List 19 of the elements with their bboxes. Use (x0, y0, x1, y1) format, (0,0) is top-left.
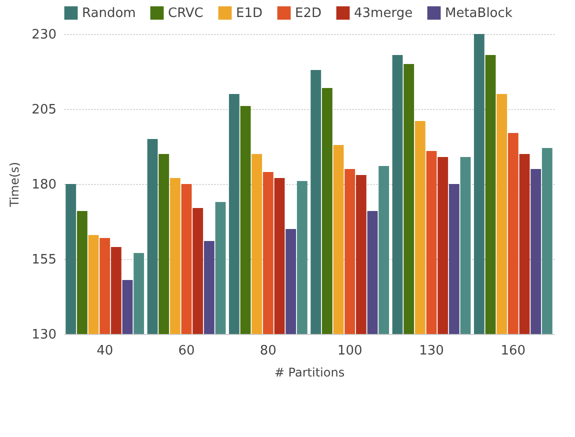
x-axis-title: # Partitions (274, 366, 345, 380)
y-tick-label: 155 (32, 252, 56, 268)
legend-label: E1D (236, 6, 262, 21)
legend-label: Random (82, 6, 136, 21)
legend-label: E2D (295, 6, 322, 21)
y-tick-label: 205 (32, 102, 56, 118)
x-tick-label: 160 (500, 344, 526, 358)
x-tick-label: 100 (337, 344, 362, 358)
legend-label: MetaBlock (445, 6, 513, 21)
y-tick-label: 130 (32, 328, 56, 342)
legend-label: CRVC (168, 6, 204, 21)
x-tick-label: 60 (178, 344, 195, 358)
legend-label: 43merge (354, 6, 413, 21)
x-tick-label: 80 (260, 344, 276, 358)
x-tick-label: 40 (96, 344, 114, 358)
y-tick-label: 180 (32, 178, 56, 192)
y-axis-title: Time(s) (8, 162, 22, 208)
y-tick-label: 230 (32, 28, 56, 42)
x-tick-label: 130 (419, 344, 444, 358)
